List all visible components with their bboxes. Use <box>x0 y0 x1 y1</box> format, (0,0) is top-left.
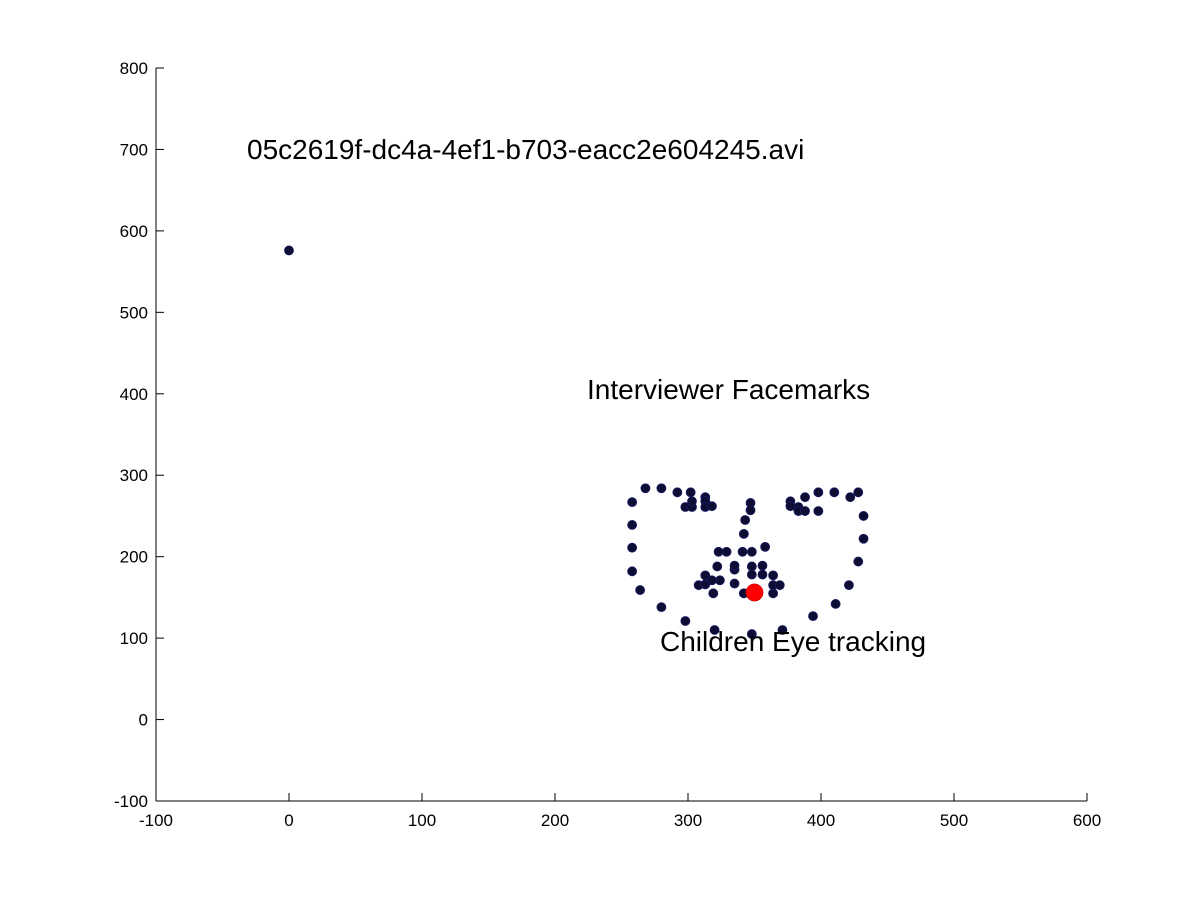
facemark-point <box>627 542 638 553</box>
interviewer-facemarks-label: Interviewer Facemarks <box>587 374 870 405</box>
facemark-point <box>844 580 854 591</box>
facemark-point <box>746 546 757 557</box>
x-tick-label: 400 <box>807 811 835 830</box>
y-tick-label: 0 <box>139 711 148 730</box>
facemark-point <box>760 541 771 552</box>
facemark-point <box>777 625 788 635</box>
facemark-point <box>768 588 779 599</box>
facemark-point <box>853 487 864 498</box>
facemark-point <box>746 629 757 639</box>
y-axis: -100 0 100 200 300 400 500 600 700 800 <box>114 59 164 811</box>
eye-tracking-point <box>745 583 764 602</box>
x-tick-label: -100 <box>139 811 173 830</box>
video-filename-label: 05c2619f-dc4a-4ef1-b703-eacc2e604245.avi <box>247 134 804 165</box>
facemark-point <box>627 566 638 577</box>
x-tick-label: 0 <box>284 811 293 830</box>
facemark-point <box>853 556 864 567</box>
y-tick-label: 100 <box>120 629 148 648</box>
facemark-point <box>813 506 824 516</box>
facemark-point <box>774 580 785 591</box>
facemark-point <box>745 505 756 516</box>
facemark-point <box>808 611 818 622</box>
facemark-point <box>656 602 667 613</box>
x-tick-label: 500 <box>940 811 968 830</box>
facemark-point <box>729 560 740 571</box>
facemark-point <box>740 515 751 525</box>
facemark-point <box>707 501 717 512</box>
facemark-point <box>700 579 711 590</box>
y-tick-label: 600 <box>120 222 148 241</box>
facemark-point <box>757 569 768 580</box>
y-tick-label: 800 <box>120 59 148 78</box>
facemark-point <box>656 483 667 494</box>
x-tick-label: 600 <box>1073 811 1101 830</box>
facemark-point <box>813 487 824 498</box>
y-tick-label: 500 <box>120 303 148 322</box>
facemark-point <box>712 561 723 572</box>
facemark-point <box>635 585 646 595</box>
facemark-point <box>858 533 869 544</box>
facemark-point <box>737 546 748 557</box>
facemark-point <box>746 569 757 580</box>
facemark-point <box>680 616 691 626</box>
facemark-point <box>757 560 768 571</box>
y-tick-label: 200 <box>120 548 148 567</box>
facemark-point <box>284 245 294 256</box>
children-eye-tracking-label: Children Eye tracking <box>660 626 926 657</box>
facemark-point <box>708 588 719 599</box>
facemark-point <box>858 511 869 521</box>
y-tick-label: -100 <box>114 792 148 811</box>
x-axis: -100 0 100 200 300 400 500 600 <box>139 793 1101 830</box>
x-tick-label: 100 <box>408 811 436 830</box>
facemark-point <box>845 492 856 503</box>
facemark-point <box>709 625 720 635</box>
facemark-point <box>738 528 749 539</box>
facemark-point <box>785 501 796 512</box>
facemark-point <box>729 578 740 589</box>
y-tick-label: 700 <box>120 140 148 159</box>
facemark-point <box>768 570 779 581</box>
facemark-point <box>640 483 651 494</box>
facemark-point <box>685 487 696 498</box>
y-tick-label: 300 <box>120 466 148 485</box>
facemark-point <box>627 497 638 507</box>
facemark-point <box>687 496 697 507</box>
x-tick-label: 200 <box>541 811 569 830</box>
x-ticks: -100 0 100 200 300 400 500 600 <box>139 793 1101 830</box>
y-tick-label: 400 <box>120 385 148 404</box>
x-tick-label: 300 <box>674 811 702 830</box>
facemark-point <box>830 599 841 609</box>
facemark-point <box>627 520 638 530</box>
facemark-point <box>800 506 810 516</box>
facemark-point <box>800 492 810 503</box>
y-ticks: -100 0 100 200 300 400 500 600 700 800 <box>114 59 164 811</box>
data-points <box>284 245 869 639</box>
facemark-point <box>713 546 724 557</box>
facemark-point <box>829 487 840 498</box>
facemark-point <box>672 487 683 498</box>
facemark-point <box>746 561 757 572</box>
